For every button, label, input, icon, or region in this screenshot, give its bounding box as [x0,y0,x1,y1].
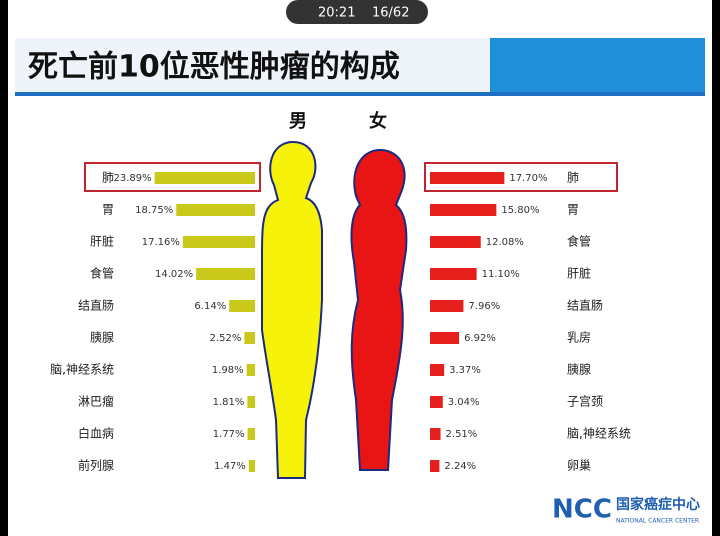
bar [196,268,255,280]
category-label: 脑,神经系统 [50,363,114,377]
bar [430,268,477,280]
status-page: 16/62 [372,6,409,21]
bar [182,236,255,248]
value-label: 14.02% [155,269,193,280]
logo-mark: NCC [552,495,612,525]
female-figure [350,148,408,471]
bar [430,172,505,184]
value-label: 2.51% [446,429,478,440]
category-label: 胃 [567,203,579,217]
value-label: 23.89% [114,173,152,184]
status-pill [286,0,428,24]
value-label: 6.92% [464,333,496,344]
bar [246,364,255,376]
value-label: 1.47% [214,461,246,472]
logo-name: 国家癌症中心 [616,496,700,513]
slide-title: 死亡前10位恶性肿瘤的构成 [28,50,400,85]
category-label: 肺 [102,171,114,185]
bar [430,332,460,344]
bar [430,460,440,472]
category-label: 淋巴瘤 [78,394,114,409]
category-label: 肝脏 [567,266,591,281]
category-label: 结直肠 [78,299,114,313]
title-rule [15,92,705,96]
bar [247,428,255,440]
category-label: 子宫颈 [567,394,603,409]
bar [154,172,255,184]
value-label: 2.52% [210,333,242,344]
bar [248,460,255,472]
value-label: 3.04% [448,397,480,408]
value-label: 17.70% [509,173,547,184]
bar [430,428,441,440]
value-label: 1.81% [213,397,245,408]
category-label: 脑,神经系统 [567,427,631,441]
category-label: 乳房 [567,330,591,345]
logo-name-en: NATIONAL CANCER CENTER [616,518,699,525]
bar [430,236,481,248]
bar [247,396,255,408]
category-label: 胰腺 [90,331,114,345]
male-figure [261,140,323,479]
bar [229,300,255,312]
category-label: 食管 [90,266,114,281]
value-label: 11.10% [482,269,520,280]
category-label: 食管 [567,234,591,249]
value-label: 12.08% [486,237,524,248]
bar [244,332,255,344]
value-label: 6.14% [194,301,226,312]
chart-title: 男 [289,111,307,132]
category-label: 胰腺 [567,363,591,377]
value-label: 1.98% [212,365,244,376]
bar [430,364,445,376]
bar [430,300,464,312]
value-label: 1.77% [213,429,245,440]
title-accent [490,38,705,94]
bar [430,396,443,408]
category-label: 白血病 [78,426,114,441]
category-label: 肝脏 [90,234,114,249]
bar [430,204,497,216]
category-label: 前列腺 [78,458,114,473]
value-label: 15.80% [501,205,539,216]
value-label: 3.37% [449,365,481,376]
value-label: 18.75% [135,205,173,216]
value-label: 7.96% [468,301,500,312]
bar [176,204,255,216]
chart-title: 女 [369,110,387,132]
highlight-box [84,162,261,192]
category-label: 胃 [102,203,114,217]
value-label: 17.16% [142,237,180,248]
highlight-box [424,162,618,192]
value-label: 2.24% [444,461,476,472]
status-time: 20:21 [318,6,355,21]
category-label: 结直肠 [567,299,603,313]
category-label: 肺 [567,171,579,185]
category-label: 卵巢 [567,459,591,473]
